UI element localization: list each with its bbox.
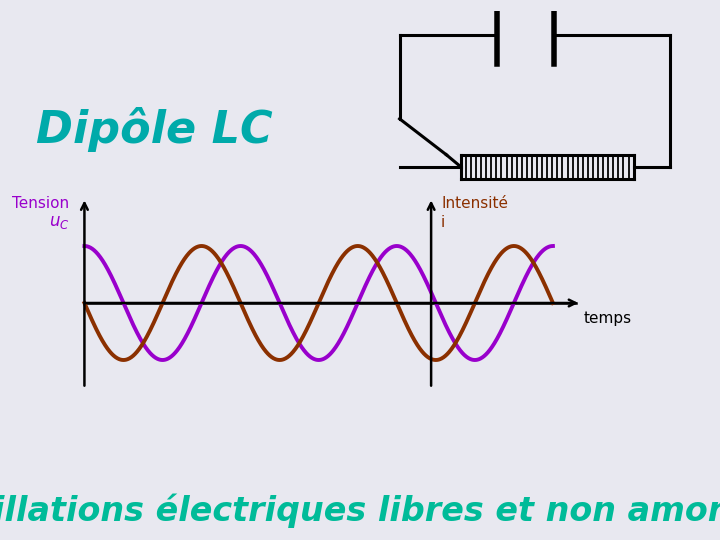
Text: $u_C$: $u_C$ bbox=[49, 213, 70, 231]
Text: Dipôle LC: Dipôle LC bbox=[36, 107, 273, 152]
Text: i: i bbox=[441, 214, 445, 230]
Text: Oscillations électriques libres et non amorties: Oscillations électriques libres et non a… bbox=[0, 493, 720, 528]
Text: Tension: Tension bbox=[12, 195, 70, 211]
Text: temps: temps bbox=[583, 312, 631, 327]
Text: Intensité: Intensité bbox=[441, 195, 508, 211]
